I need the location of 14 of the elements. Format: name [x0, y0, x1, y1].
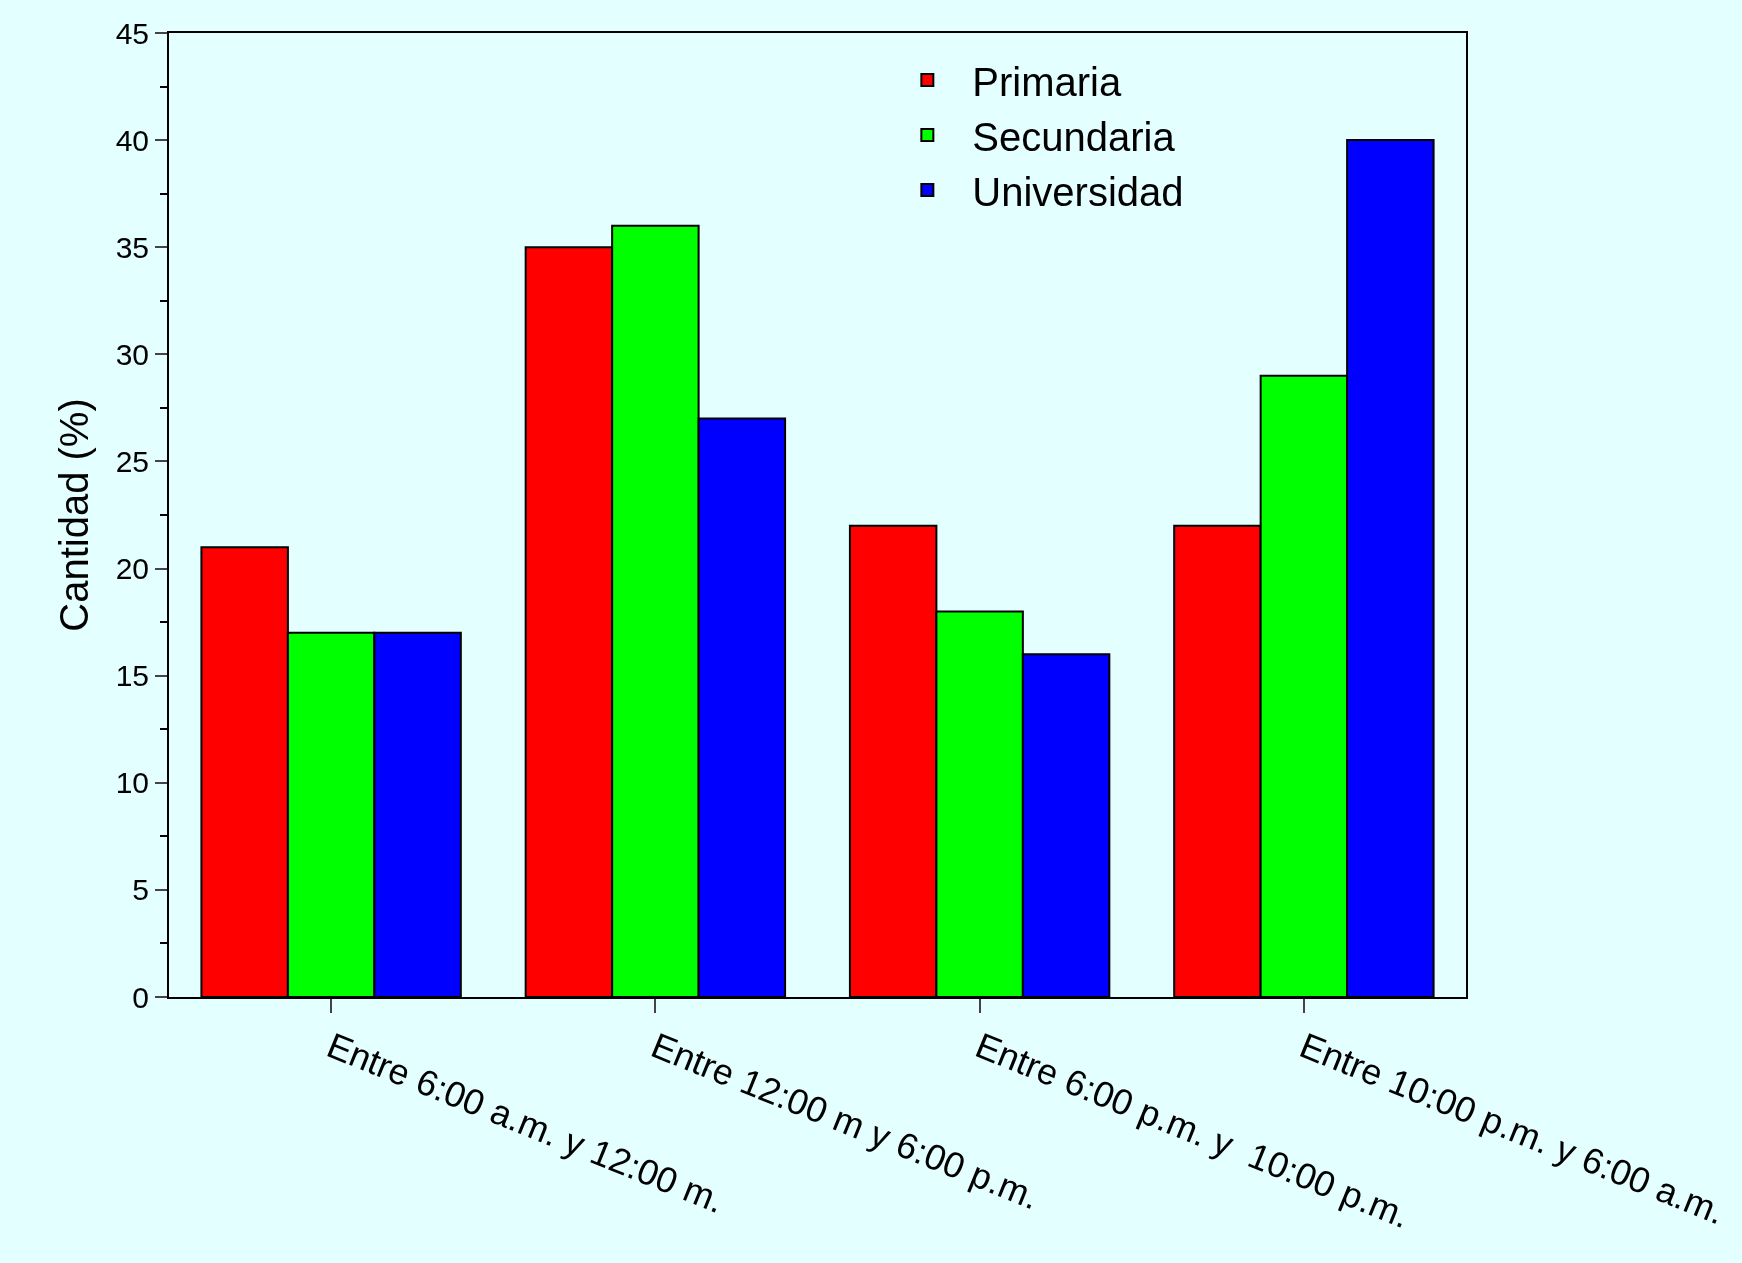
- legend-label: Secundaria: [972, 114, 1176, 159]
- y-tick-label: 5: [132, 873, 149, 907]
- y-tick-label: 30: [115, 337, 149, 371]
- y-tick-label: 40: [115, 123, 149, 157]
- y-axis-title: Cantidad (%): [51, 398, 96, 632]
- y-tick-label: 0: [132, 980, 149, 1014]
- y-tick-label: 10: [115, 766, 149, 800]
- y-tick-label: 15: [115, 659, 149, 693]
- legend-label: Primaria: [972, 59, 1123, 104]
- y-tick-label: 45: [115, 16, 149, 50]
- y-tick-label: 20: [115, 552, 149, 586]
- y-tick-label: 35: [115, 230, 149, 264]
- legend-label: Universidad: [972, 169, 1184, 214]
- y-tick-label: 25: [115, 444, 149, 478]
